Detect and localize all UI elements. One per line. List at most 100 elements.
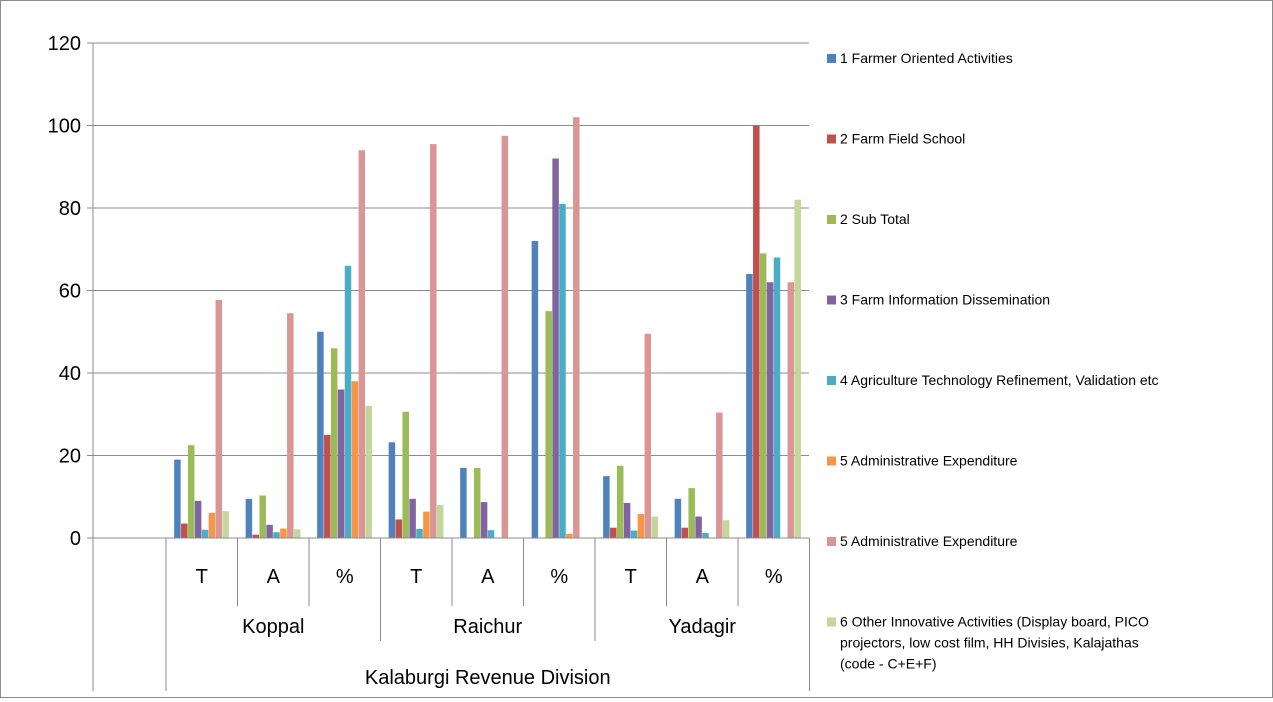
- legend-label: 6 Other Innovative Activities (Display b…: [840, 614, 1149, 630]
- bar: [716, 412, 723, 538]
- bar: [201, 529, 209, 538]
- legend: 1 Farmer Oriented Activities 2 Farm Field…: [827, 50, 1159, 672]
- bar: [423, 511, 430, 538]
- grid-lines: [93, 42, 809, 539]
- x-axis: T A% T A% T A % Koppal Raichur Yadagir Kalaburgi R…: [92, 537, 810, 691]
- bar: [266, 524, 273, 538]
- bar: [616, 465, 624, 538]
- bar: [702, 533, 709, 538]
- x-tick-label: A: [696, 566, 710, 588]
- bar: [531, 241, 539, 538]
- legend-label: 4 Agriculture Technology Refinement, Val…: [840, 372, 1159, 388]
- bar: [174, 459, 181, 539]
- bar: [365, 406, 372, 538]
- legend-swatch: [827, 295, 836, 305]
- legend-swatch: [827, 617, 836, 627]
- bar: [460, 467, 467, 539]
- bar: [187, 445, 195, 538]
- bar: [436, 505, 444, 538]
- x-tick-label: %: [765, 566, 783, 588]
- bars: [174, 117, 801, 539]
- bar: [330, 348, 338, 538]
- legend-label: 2 Farm Field School: [840, 131, 965, 147]
- bar: [395, 519, 403, 538]
- division-label: Kalaburgi Revenue Division: [365, 667, 611, 689]
- legend-label: 1 Farmer Oriented Activities: [840, 50, 1013, 66]
- x-tick-label: T: [410, 566, 422, 588]
- bar: [358, 150, 366, 538]
- bar: [181, 523, 188, 538]
- bar: [215, 299, 223, 538]
- bar: [630, 530, 638, 538]
- bar: [559, 203, 566, 539]
- legend-label: 5 Administrative Expenditure: [840, 453, 1018, 469]
- legend-label: projectors, low cost film, HH Divisies, …: [840, 635, 1139, 651]
- x-tick-label: T: [625, 566, 637, 588]
- bar: [746, 274, 753, 538]
- bar: [545, 311, 552, 539]
- bar: [252, 534, 260, 538]
- legend-swatch: [827, 54, 836, 63]
- bar: [773, 257, 781, 538]
- bar: [194, 500, 202, 539]
- bar: [487, 530, 495, 538]
- bar: [388, 442, 396, 538]
- bar: [416, 528, 423, 538]
- bar: [273, 532, 280, 538]
- bar: [337, 389, 345, 538]
- bar: [409, 498, 416, 538]
- y-axis: 0 20 40 60 80 100 120: [48, 33, 94, 550]
- bar: [753, 125, 760, 538]
- bar: [245, 498, 253, 538]
- bar: [566, 533, 573, 539]
- bar: [280, 528, 287, 538]
- x-tick-label: A: [481, 566, 495, 588]
- bar: [552, 158, 559, 538]
- x-tick-label: T: [196, 566, 208, 588]
- y-tick-label: 60: [59, 281, 81, 303]
- bar: [222, 511, 229, 538]
- bar: [759, 253, 767, 539]
- group-label: Yadagir: [669, 616, 737, 638]
- legend-swatch: [827, 456, 836, 466]
- bar: [501, 135, 509, 538]
- group-label: Koppal: [242, 616, 304, 638]
- bar: [623, 502, 631, 538]
- bar: [644, 333, 652, 538]
- legend-swatch: [827, 537, 836, 546]
- bar: [722, 520, 730, 538]
- bar: [681, 527, 689, 538]
- bar: [766, 282, 774, 538]
- legend-label: 2 Sub Total: [840, 211, 910, 227]
- bar: [794, 199, 801, 538]
- bar: [637, 514, 645, 538]
- x-tick-label: %: [336, 566, 354, 588]
- bar: [674, 498, 682, 538]
- bar: [610, 527, 617, 538]
- bar: [317, 331, 324, 538]
- bar: [259, 495, 266, 538]
- bar: [480, 502, 488, 538]
- bar: [473, 467, 481, 539]
- y-tick-label: 0: [70, 528, 81, 550]
- bar: [344, 265, 352, 538]
- bar: [351, 381, 359, 538]
- legend-swatch: [827, 376, 836, 385]
- bar: [287, 313, 294, 538]
- y-tick-label: 20: [59, 446, 81, 468]
- legend-label: 5 Administrative Expenditure: [840, 533, 1018, 549]
- bar: [208, 512, 216, 538]
- legend-swatch: [827, 134, 836, 144]
- y-tick-label: 120: [48, 33, 81, 55]
- y-tick-label: 40: [59, 363, 81, 385]
- legend-label: (code - C+E+F): [840, 656, 936, 672]
- bar: [787, 282, 795, 538]
- y-tick-label: 100: [48, 116, 81, 138]
- bar: [324, 434, 331, 539]
- bar: [402, 411, 409, 538]
- y-tick-label: 80: [59, 198, 81, 220]
- legend-swatch: [827, 215, 836, 224]
- x-tick-label: %: [550, 566, 568, 588]
